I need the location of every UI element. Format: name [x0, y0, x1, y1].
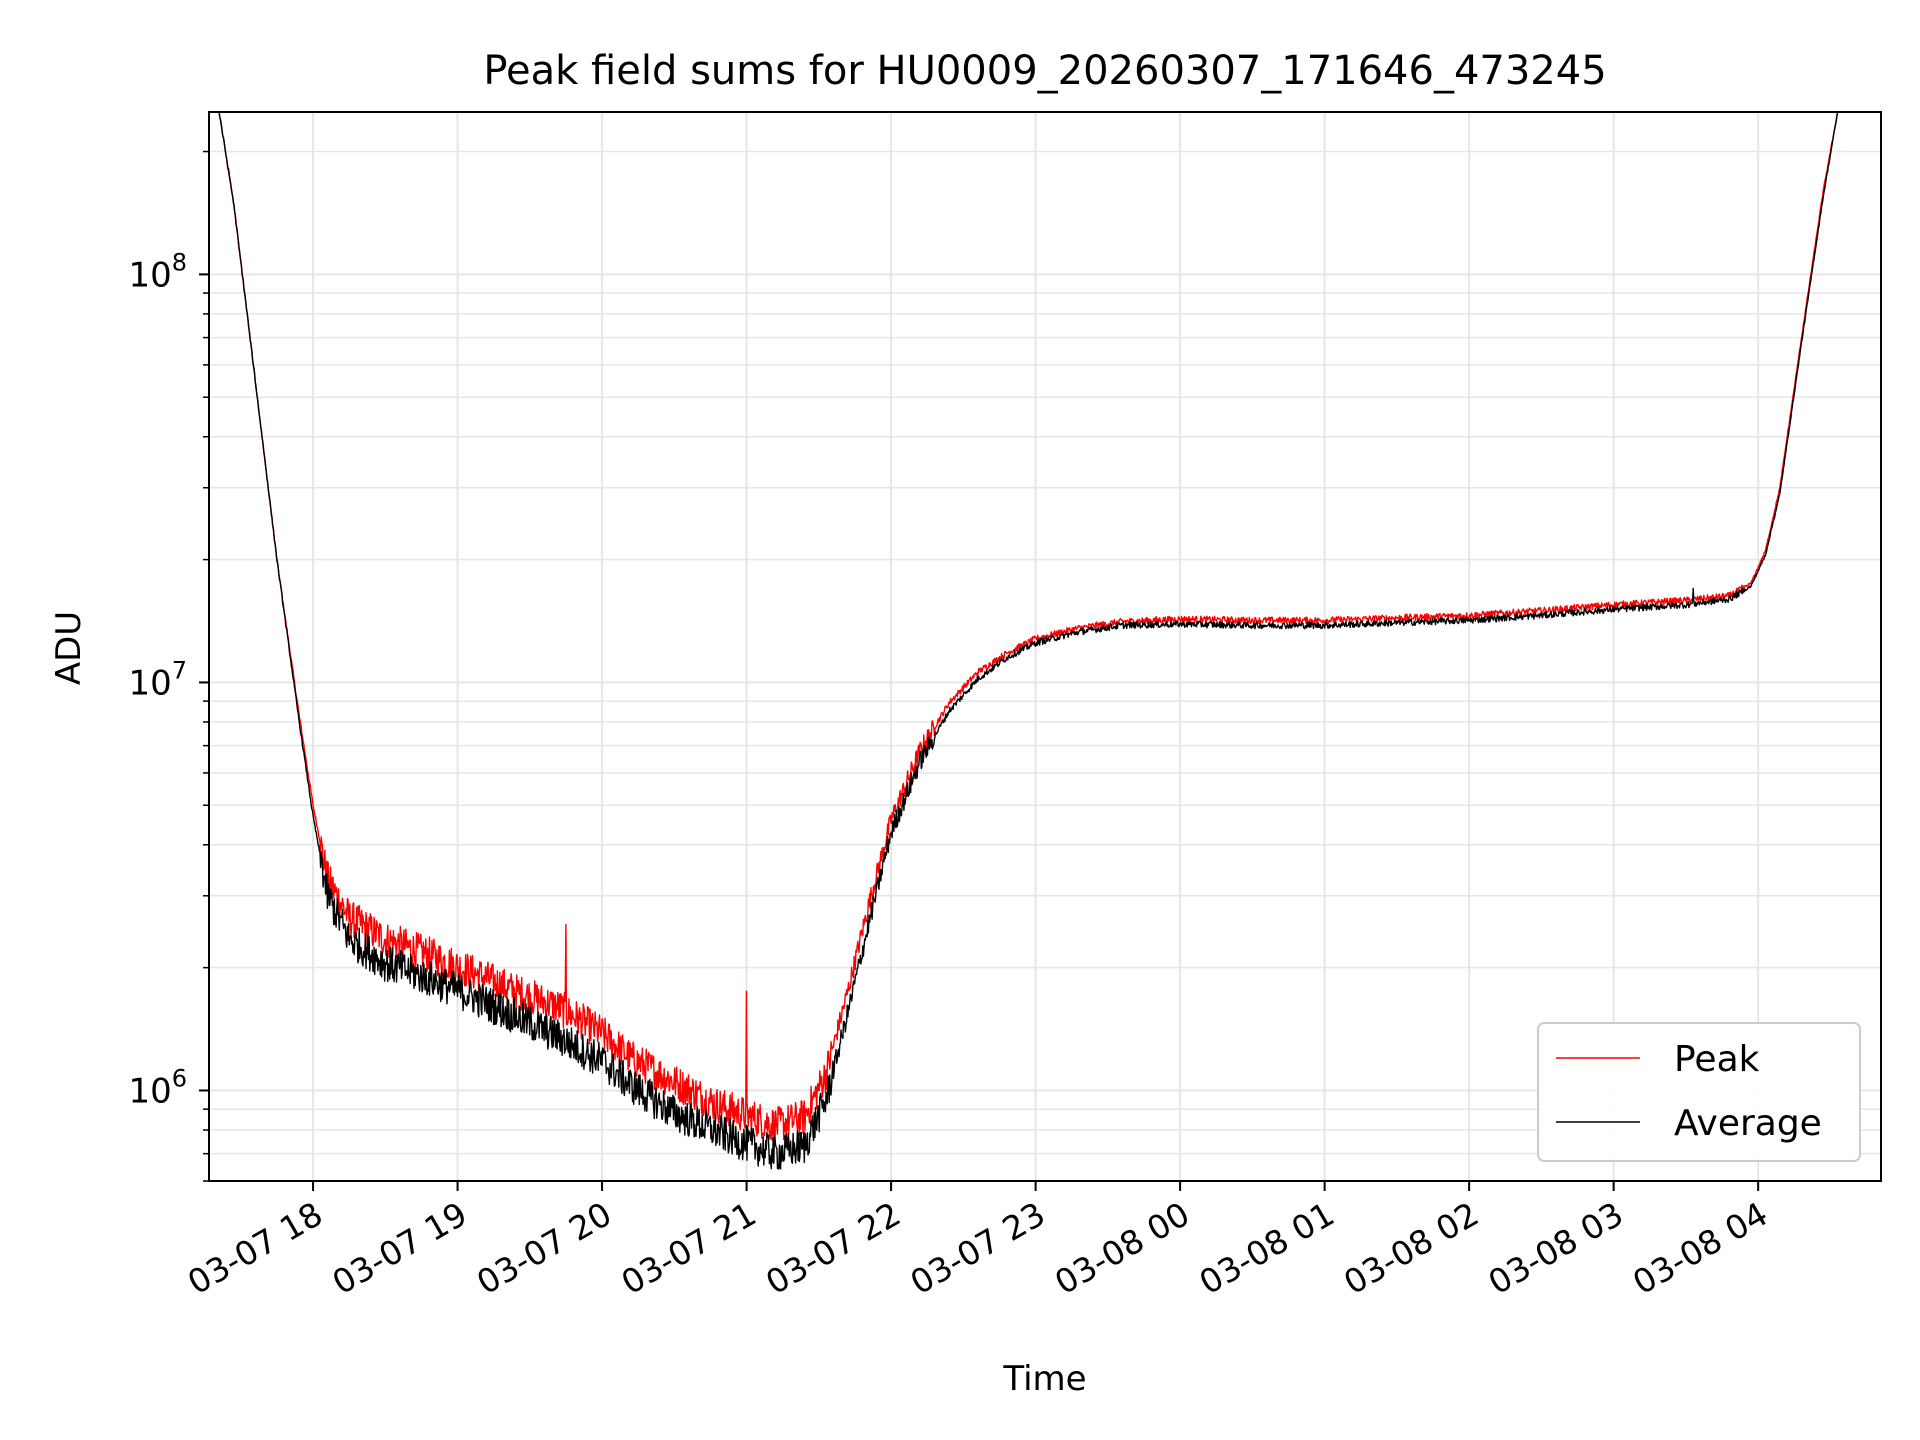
legend: Peak Average: [1537, 1022, 1861, 1162]
legend-average-label: Average: [1674, 1103, 1822, 1144]
peak-series-line: [218, 112, 1839, 1144]
series-layer: [218, 112, 1839, 1170]
average-series-line: [218, 112, 1839, 1170]
grid: [209, 112, 1881, 1182]
x-axis-label: Time: [1002, 1359, 1086, 1399]
y-axis-label: ADU: [49, 611, 89, 685]
chart-title: Peak field sums for HU0009_20260307_1716…: [483, 48, 1606, 94]
plot-frame: [208, 111, 1882, 1182]
legend-peak-label: Peak: [1674, 1039, 1760, 1080]
